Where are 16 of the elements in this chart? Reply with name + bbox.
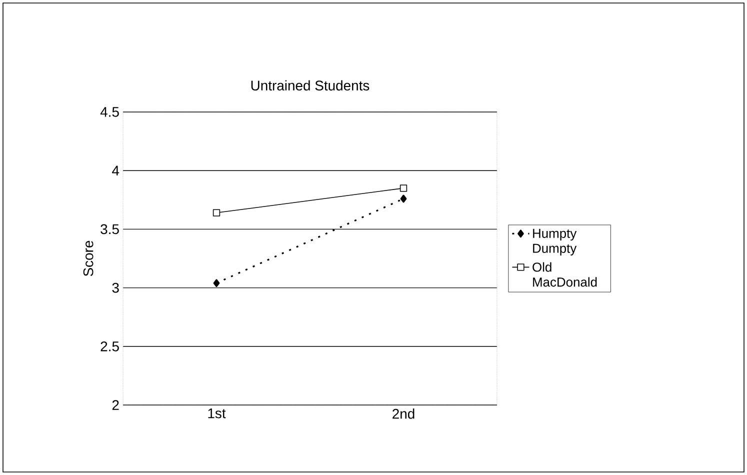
- x-tick-label: 1st: [208, 408, 226, 418]
- y-tick-label: 3: [112, 282, 119, 293]
- chart-title: Untrained Students: [251, 80, 370, 91]
- y-tick-label: 4: [112, 166, 120, 176]
- legend-label: Humpty Dumpty: [533, 228, 577, 256]
- point: [400, 194, 407, 203]
- x-tick-label: 2nd: [392, 408, 414, 419]
- point: [212, 209, 220, 216]
- y-tick-label: 2: [112, 400, 119, 410]
- y-axis-title: Score: [83, 240, 94, 276]
- legend-label: Old MacDonald: [532, 262, 597, 287]
- point: [400, 184, 408, 192]
- y-tick-label: 2.5: [100, 341, 119, 352]
- y-tick-label: 3.5: [100, 224, 119, 234]
- y-tick-label: 4.5: [100, 107, 119, 117]
- point: [213, 279, 220, 288]
